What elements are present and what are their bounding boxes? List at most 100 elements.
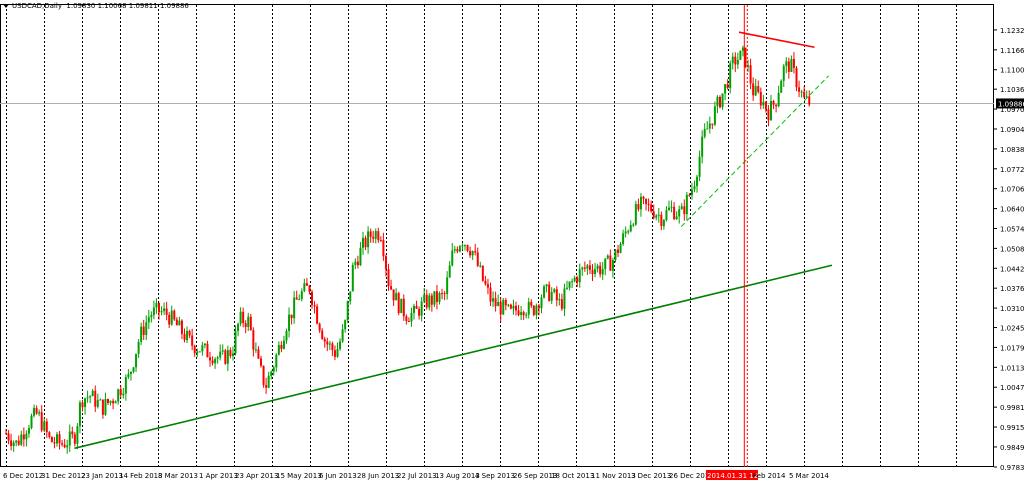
candle-bull [721,93,724,108]
candle-bear [481,265,484,281]
candle-bull [247,316,250,327]
y-tick-label: 1.01795 [1000,344,1024,352]
candle-bull [729,63,732,89]
current-price-box [996,98,1024,109]
candle-bull [196,351,199,354]
candle-bear [469,250,472,256]
candle-bull [282,340,285,349]
y-tick-label: 1.07720 [1000,166,1024,174]
candle-bull [471,251,474,256]
candle-bear [333,350,336,357]
candle-bear [803,91,806,98]
candle-bear [537,305,540,309]
candle-bear [749,65,752,84]
x-tick-label: 13 Aug 2013 [435,472,480,480]
candle-bear [660,214,663,227]
candle-bear [63,444,66,448]
candle-bear [405,316,408,322]
candle-bull [527,301,530,315]
candle-bull [33,407,36,416]
candle-bear [734,56,737,65]
candle-bear [318,323,321,331]
candle-bear [168,314,171,325]
candle-bull [614,249,617,261]
candle-bull [785,61,788,66]
candle-bear [10,440,13,446]
candle-bull [713,106,716,125]
candle-bull [132,367,135,372]
candle-bull [66,445,69,448]
candle-bear [193,345,196,354]
candle-bull [520,312,523,316]
candle-bull [543,286,546,298]
candle-bull [703,129,706,137]
candle-bear [583,267,586,269]
candle-bear [331,343,334,351]
x-tick-label: 23 Jan 2013 [81,472,123,480]
candle-bear [456,249,459,252]
candle-bull [596,265,599,270]
candle-bull [736,59,739,65]
x-tick-label: 14 Feb 2013 [119,472,163,480]
y-tick-label: 1.09040 [1000,126,1024,134]
y-tick-label: 1.08380 [1000,146,1024,154]
candle-bear [290,314,293,319]
candle-bull [627,231,630,233]
candle-bear [609,255,612,271]
candle-bear [356,261,359,266]
candle-bear [7,433,10,441]
candle-bull [790,58,793,72]
candle-bear [390,286,393,290]
candle-bull [479,265,482,267]
candle-bear [321,330,324,340]
candle-bull [219,351,222,358]
candle-bull [272,367,275,372]
candle-bull [221,350,224,352]
candle-bull [234,330,237,354]
candle-bear [311,291,313,306]
candle-bull [298,299,301,301]
candle-bear [260,358,262,366]
candle-bull [594,269,597,275]
candle-bear [494,298,497,307]
candle-bull [346,301,349,321]
candle-bear [486,284,489,288]
candle-bear [101,399,104,415]
candle-bull [448,265,451,278]
candle-bear [476,252,479,266]
y-tick-label: 1.12325 [1000,27,1024,35]
candle-bull [293,297,296,319]
candle-bear [795,67,798,88]
candle-bear [180,320,183,335]
candle-bull [433,291,436,305]
candle-bull [89,396,92,398]
candle-bear [262,365,265,386]
candle-bull [124,377,127,394]
candle-bear [58,434,61,444]
candle-bull [201,345,204,352]
candle-bull [231,353,234,356]
x-tick-label: 31 Dec 2012 [41,472,86,480]
candle-bull [137,341,140,354]
candle-bull [43,421,46,431]
candle-bull [458,246,461,252]
candle-bull [216,357,219,359]
candle-bull [239,311,242,324]
x-tick-label: 11 Nov 2013 [591,472,636,480]
symbol-label: USDCAD,Daily [12,2,62,10]
candle-bull [254,349,257,351]
candle-bull [578,269,581,283]
candle-bear [683,206,686,215]
candle-bull [639,196,642,210]
candle-bear [5,433,7,435]
candle-bear [206,343,209,358]
candle-bull [665,210,668,221]
x-tick-label: 26 Sep 2013 [513,472,557,480]
candle-bull [604,258,607,270]
candle-bear [642,196,645,199]
candle-bear [808,96,811,105]
candle-bull [690,189,693,196]
candle-bear [645,198,648,204]
